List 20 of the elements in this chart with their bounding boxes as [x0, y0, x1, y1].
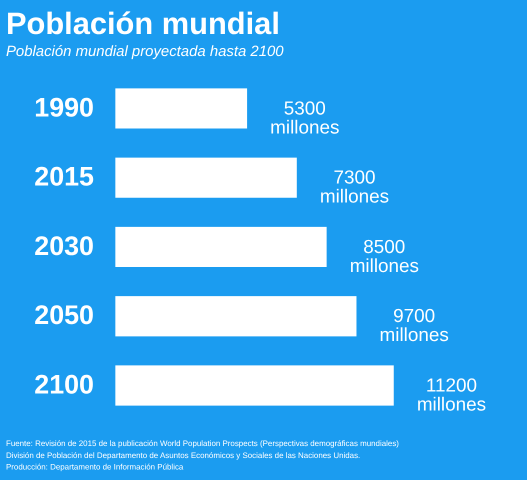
data-label: 7300 millones: [320, 168, 390, 208]
bar: [115, 158, 297, 198]
data-label: 9700 millones: [380, 306, 449, 346]
chart-title: Población mundial: [6, 6, 280, 42]
bar: [115, 365, 394, 406]
data-label: 8500 millones: [350, 236, 419, 277]
y-tick-label: 1990: [34, 92, 94, 122]
source-note: Fuente: Revisión de 2015 de la publicación World Population Prospects (Perspectivas demográficas mundiales): [6, 438, 400, 448]
data-label: 11200 millones: [416, 375, 486, 416]
y-tick-label: 2015: [34, 162, 94, 192]
chart-subtitle: Población mundial proyectada hasta 2100: [6, 44, 284, 60]
text: Producción: Departamento de Información Pública: [6, 462, 184, 472]
y-tick-label: 2050: [34, 300, 94, 330]
bar: [115, 296, 356, 336]
bar: [115, 226, 327, 268]
y-tick-label: 2030: [34, 230, 94, 261]
y-tick-label: 2100: [34, 369, 94, 400]
bar: [115, 88, 248, 128]
text: División de Población del Departamento de Asuntos Económicos y Sociales de las Naciones Unidas.: [6, 450, 360, 460]
data-label: 5300 millones: [270, 98, 340, 138]
